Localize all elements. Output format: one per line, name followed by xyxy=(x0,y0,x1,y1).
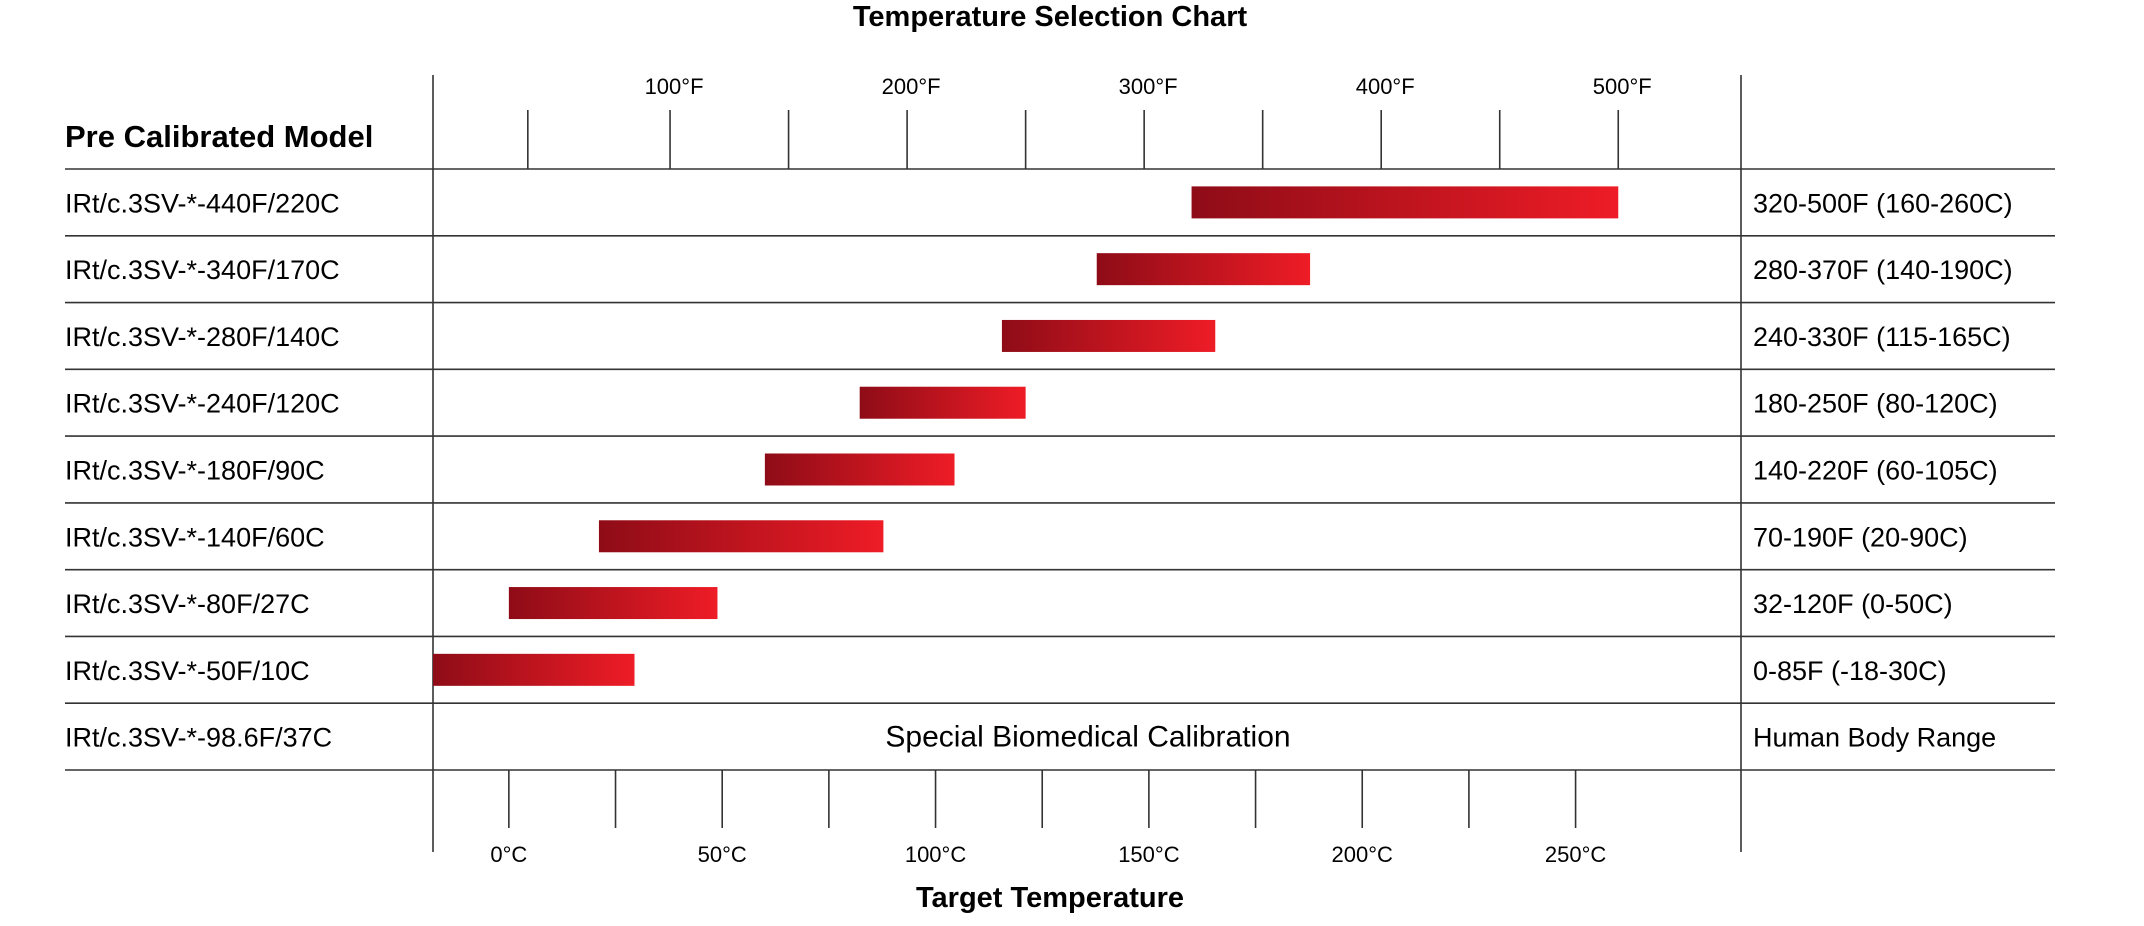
model-label: IRt/c.3SV-*-240F/120C xyxy=(65,389,340,419)
range-bar xyxy=(859,386,1026,419)
gridlines xyxy=(65,75,2055,852)
range-label: 70-190F (20-90C) xyxy=(1753,522,1968,552)
range-label: Human Body Range xyxy=(1753,723,1996,753)
range-bars xyxy=(433,186,1619,686)
bottom-axis-tick-label: 150°C xyxy=(1118,842,1180,867)
range-label: 320-500F (160-260C) xyxy=(1753,188,2013,218)
range-bar xyxy=(1001,319,1216,352)
model-label: IRt/c.3SV-*-280F/140C xyxy=(65,322,340,352)
special-calibration-note: Special Biomedical Calibration xyxy=(885,721,1290,754)
bottom-axis-tick-label: 50°C xyxy=(698,842,747,867)
range-bar xyxy=(1191,186,1619,219)
range-bar xyxy=(1096,253,1311,286)
range-label: 280-370F (140-190C) xyxy=(1753,255,2013,285)
model-label: IRt/c.3SV-*-340F/170C xyxy=(65,255,340,285)
range-label: 240-330F (115-165C) xyxy=(1753,322,2011,352)
bottom-axis-tick-label: 250°C xyxy=(1545,842,1607,867)
range-label: 32-120F (0-50C) xyxy=(1753,589,1953,619)
range-bar xyxy=(598,520,884,553)
x-axis-title: Target Temperature xyxy=(916,882,1184,914)
model-label: IRt/c.3SV-*-50F/10C xyxy=(65,656,310,686)
model-label: IRt/c.3SV-*-180F/90C xyxy=(65,456,325,486)
range-label: 140-220F (60-105C) xyxy=(1753,456,1998,486)
model-label: IRt/c.3SV-*-80F/27C xyxy=(65,589,310,619)
chart-title: Temperature Selection Chart xyxy=(853,1,1248,33)
top-axis-tick-label: 200°F xyxy=(882,74,941,99)
range-label: 0-85F (-18-30C) xyxy=(1753,656,1947,686)
top-axis-tick-label: 500°F xyxy=(1593,74,1652,99)
row-header: Pre Calibrated Model xyxy=(65,119,373,154)
bottom-axis-tick-label: 200°C xyxy=(1332,842,1394,867)
model-label: IRt/c.3SV-*-440F/220C xyxy=(65,188,340,218)
axis-ticks: 100°F 200°F 300°F 400°F 500°F 0°C 50°C 100°C 150… xyxy=(490,74,1651,867)
bottom-axis-tick-label: 0°C xyxy=(490,842,527,867)
model-label: IRt/c.3SV-*-98.6F/37C xyxy=(65,723,332,753)
range-bar xyxy=(508,587,718,620)
bottom-axis-tick-label: 100°C xyxy=(905,842,967,867)
range-bar xyxy=(433,653,635,686)
top-axis-tick-label: 100°F xyxy=(645,74,704,99)
row-labels: IRt/c.3SV-*-440F/220C 320-500F (160-260C)… xyxy=(65,188,2013,753)
range-label: 180-250F (80-120C) xyxy=(1753,389,1998,419)
top-axis-tick-label: 300°F xyxy=(1119,74,1178,99)
range-bar xyxy=(764,453,955,486)
model-label: IRt/c.3SV-*-140F/60C xyxy=(65,522,325,552)
top-axis-tick-label: 400°F xyxy=(1356,74,1415,99)
